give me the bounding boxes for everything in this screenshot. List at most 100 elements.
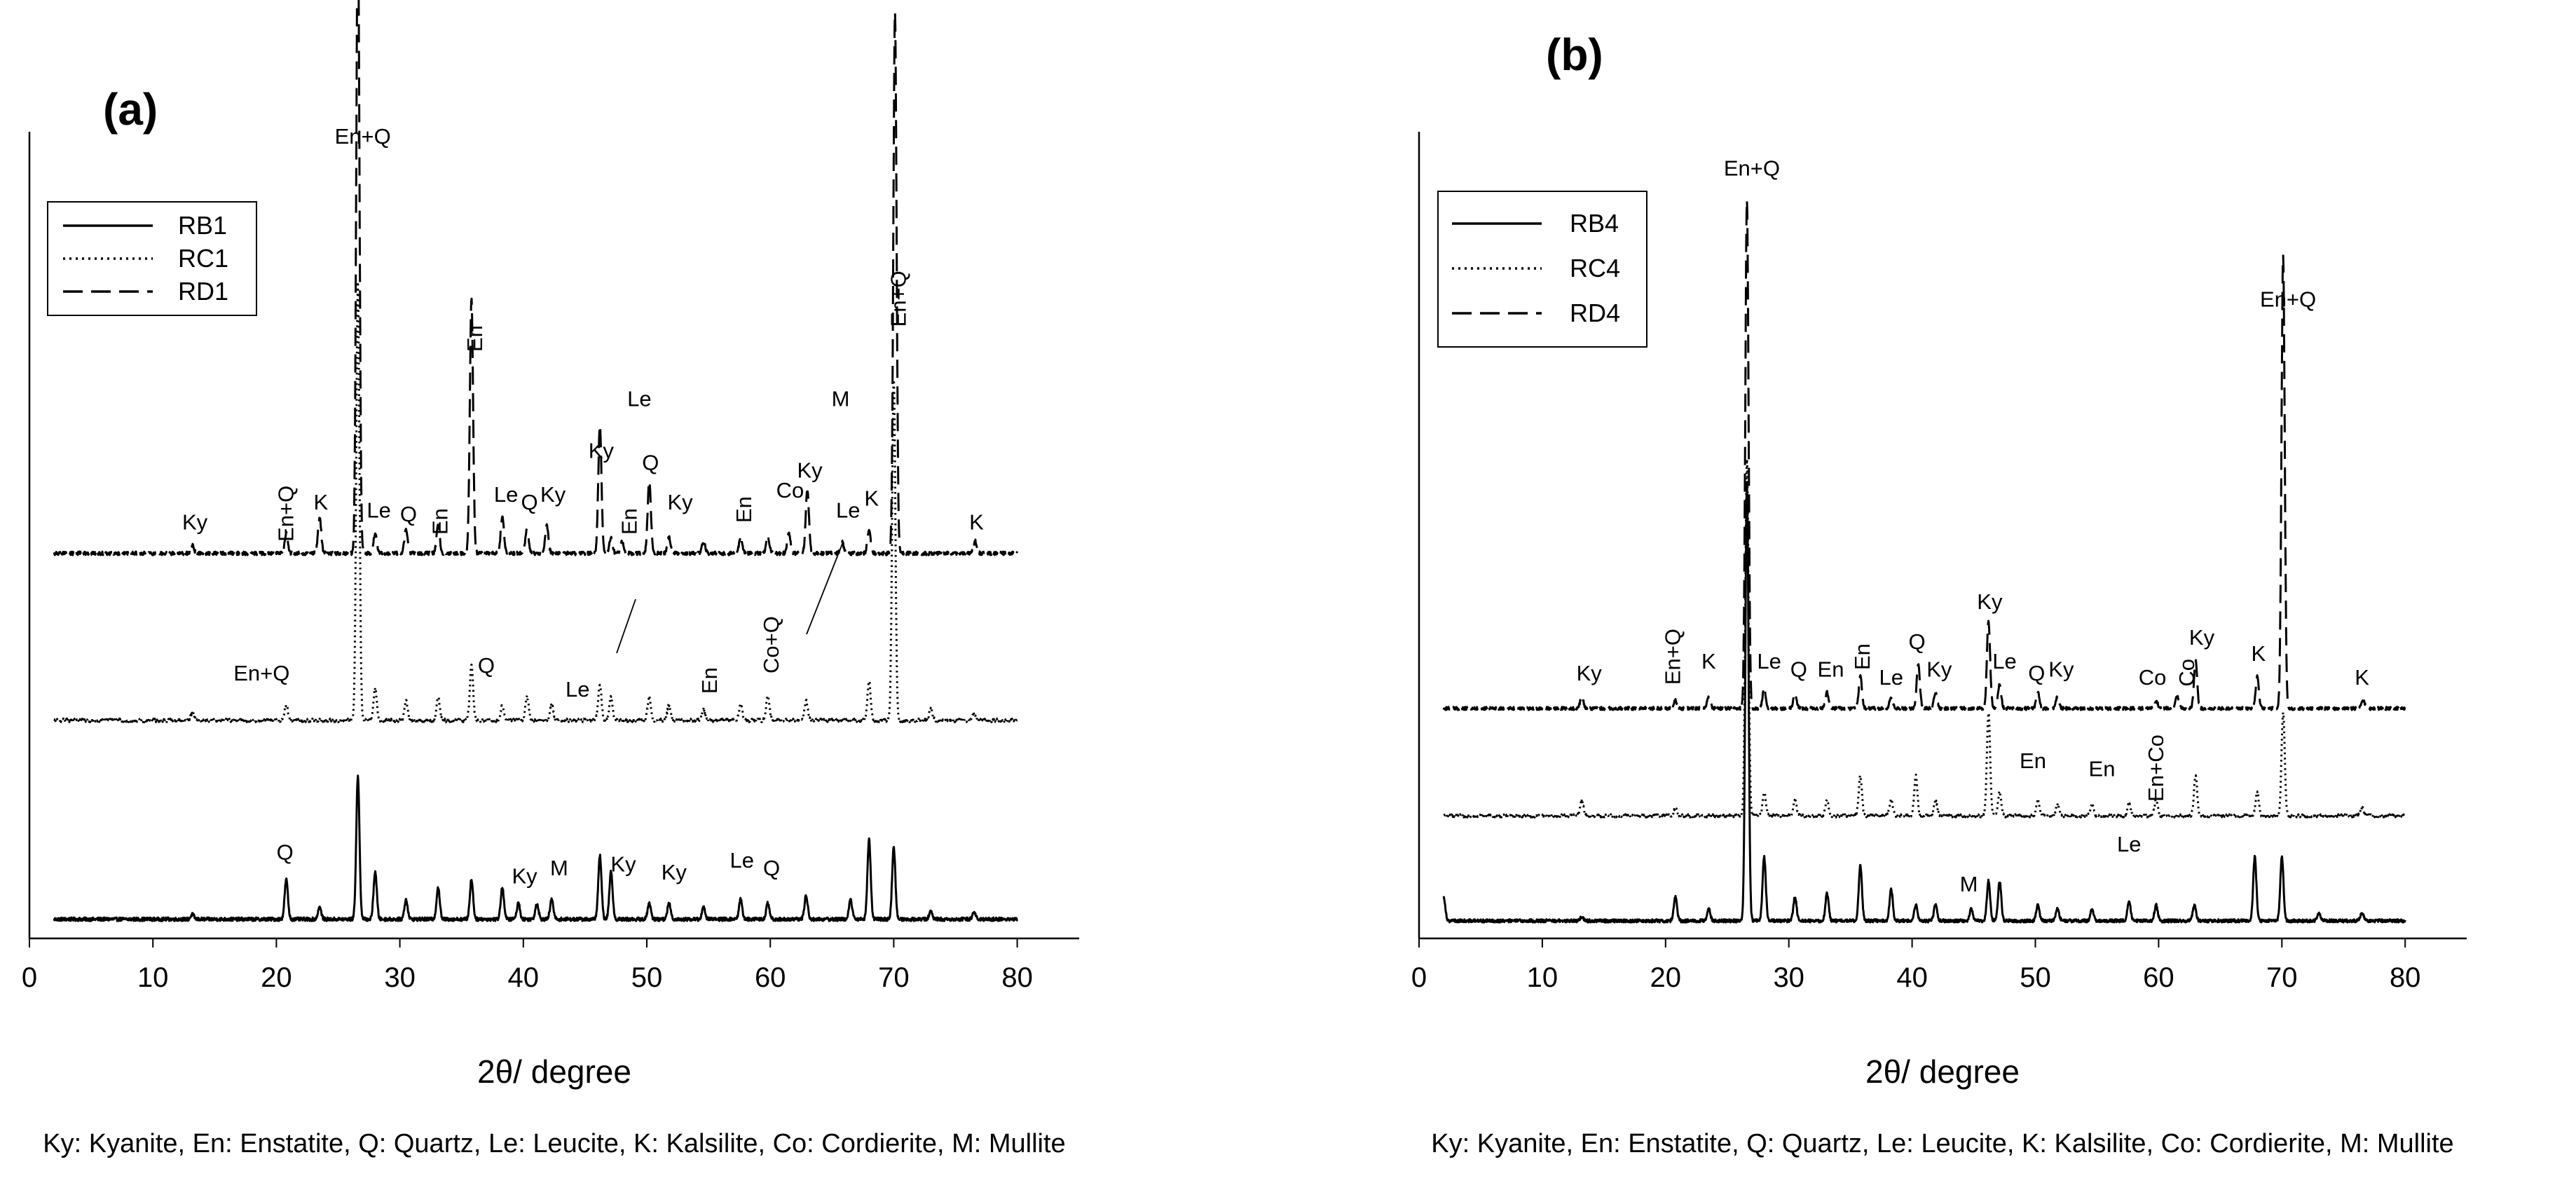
x-tick-label: 0 [22, 962, 37, 993]
peak-label: Le [836, 498, 860, 523]
peak-label: K [1701, 649, 1716, 673]
panel-label-b: (b) [1546, 29, 1603, 80]
peak-label: K [864, 486, 879, 510]
peak-label: En [732, 496, 756, 523]
peak-label: Co [2174, 659, 2199, 687]
peak-label: Q [1790, 657, 1807, 682]
peak-label: En [617, 508, 641, 535]
peak-label: En [2089, 756, 2116, 781]
x-tick-label: 60 [755, 962, 786, 993]
peak-label: En+Co [2144, 734, 2168, 802]
peak-label: Le [366, 498, 390, 523]
axes-b [1418, 132, 2467, 940]
legend-label-rc1: RC1 [178, 244, 228, 273]
x-tick-label: 10 [1527, 962, 1558, 993]
peak-label: Le [494, 482, 518, 507]
peak-label: En [428, 508, 453, 535]
legend-label-rd1: RD1 [178, 277, 228, 306]
peak-label: Ky [610, 852, 636, 877]
peak-label: En+Q [886, 271, 910, 327]
peak-label: Ky [540, 482, 566, 507]
x-tick-label: 80 [2390, 962, 2421, 993]
peak-label: En+Q [2260, 287, 2316, 312]
peak-label: K [313, 490, 328, 514]
legend-label-rb4: RB4 [1570, 209, 1619, 238]
peak-label: En+Q [1724, 156, 1780, 180]
peak-label: Q [2028, 661, 2045, 685]
series-rd1 [53, 0, 1018, 556]
peak-label: Ky [1577, 661, 1603, 685]
x-tick-label: 70 [2266, 962, 2298, 993]
x-tick-label: 10 [137, 962, 169, 993]
x-tick-label: 50 [631, 962, 663, 993]
x-axis-title-a: 2θ/ degree [477, 1053, 631, 1090]
legend-a: RB1 RC1 RD1 [47, 201, 257, 316]
series-rc4 [1443, 458, 2406, 819]
leader-line-le-a [616, 599, 636, 654]
peak-label: K [2355, 665, 2369, 690]
peak-label: K [2252, 641, 2266, 666]
x-tick-label: 40 [1896, 962, 1928, 993]
caption-b: Ky: Kyanite, En: Enstatite, Q: Quartz, L… [1431, 1129, 2453, 1158]
peak-label: Le [1757, 649, 1781, 673]
peak-label: Co [2139, 665, 2167, 690]
panel-b: (b) 0 10 20 30 40 50 60 70 80 En+QEn+QKy En+Q K Le Q… [1411, 29, 2467, 1158]
peak-label: En+Q [335, 124, 391, 149]
peak-label: M [550, 856, 568, 880]
peak-label: M [832, 387, 850, 411]
x-tick-label: 30 [1773, 962, 1804, 993]
series-b [1442, 199, 2406, 924]
peak-label: Ky [512, 864, 538, 889]
x-tick-label: 50 [2020, 962, 2051, 993]
peak-label: Ky [589, 438, 615, 463]
x-ticks-b: 0 10 20 30 40 50 60 70 80 [1411, 938, 2421, 993]
series-rb4 [1442, 481, 2406, 924]
peak-label: Le [627, 387, 651, 411]
peak-label: Q [521, 490, 538, 514]
peak-label: Ky [2189, 625, 2215, 650]
peak-label: Ky [2048, 657, 2074, 682]
x-tick-label: 20 [261, 962, 292, 993]
peak-label: Ky [182, 510, 208, 535]
legend-b: RB4 RC4 RD4 [1437, 191, 1647, 348]
peak-label: Q [763, 856, 780, 880]
panel-label-a: (a) [103, 84, 158, 135]
axes-a [28, 132, 1079, 940]
leader-lines-a [616, 543, 843, 654]
legend-label-rb1: RB1 [178, 211, 227, 240]
peak-label: Co+Q [759, 616, 783, 673]
peak-label: Le [1879, 665, 1903, 690]
peak-label: En+Q [1660, 629, 1685, 685]
peak-label: Le [2117, 832, 2141, 856]
peak-label: Ky [1926, 657, 1952, 682]
peak-label: Q [1909, 629, 1926, 654]
peak-label: En [1850, 643, 1875, 670]
peak-label: En [2020, 748, 2046, 773]
peak-label: Q [277, 840, 294, 865]
series-rd4 [1442, 199, 2406, 711]
peak-label: En [463, 325, 487, 352]
x-ticks-a: 0 10 20 30 40 50 60 70 80 [22, 938, 1033, 993]
x-tick-label: 70 [878, 962, 910, 993]
series-a [53, 0, 1019, 922]
peak-label: M [1960, 872, 1978, 896]
peak-label: Le [729, 848, 753, 873]
peak-label: Ky [668, 490, 694, 514]
x-tick-label: 20 [1650, 962, 1682, 993]
peak-label: Le [1992, 649, 2016, 673]
peak-label: Q [642, 450, 659, 474]
peak-label: Ky [797, 458, 823, 483]
peak-label: Q [478, 653, 495, 678]
x-tick-label: 0 [1411, 962, 1427, 993]
x-axis-title-b: 2θ/ degree [1865, 1053, 2020, 1090]
x-tick-label: 30 [384, 962, 416, 993]
legend-label-rd4: RD4 [1570, 299, 1620, 327]
x-tick-label: 80 [1001, 962, 1033, 993]
peak-label: Le [566, 677, 589, 702]
x-tick-label: 40 [508, 962, 540, 993]
peak-label: Ky [662, 860, 687, 884]
peak-label: En+Q [273, 486, 298, 542]
